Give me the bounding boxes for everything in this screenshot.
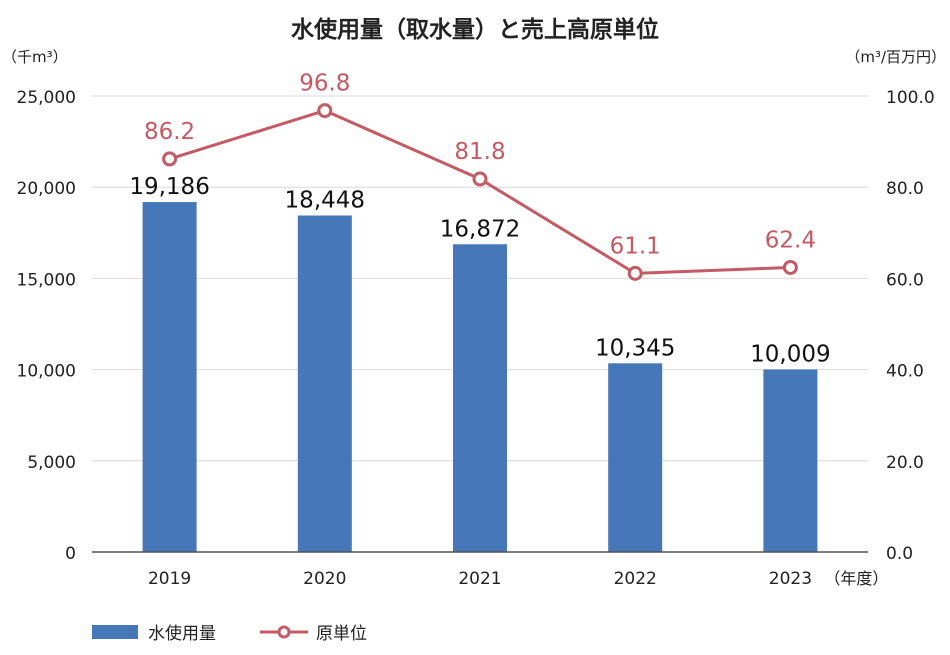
left-axis-unit: （千m³） <box>2 48 68 66</box>
line-point <box>317 103 333 119</box>
line-value-label: 96.8 <box>299 71 350 97</box>
line-value-label: 62.4 <box>765 227 816 253</box>
x-axis-unit: （年度） <box>824 569 888 588</box>
line-value-label: 86.2 <box>144 119 195 145</box>
right-axis-unit: （m³/百万円） <box>845 48 946 66</box>
y-right-tick-label: 60.0 <box>886 270 924 290</box>
chart-title: 水使用量（取水量）と売上高原単位 <box>291 16 659 43</box>
bar <box>142 202 197 552</box>
x-tick-label: 2019 <box>148 569 191 589</box>
bar-value-label: 19,186 <box>129 174 209 200</box>
y-left-tick-label: 15,000 <box>17 270 76 290</box>
y-left-tick-label: 25,000 <box>17 88 76 108</box>
x-tick-label: 2021 <box>458 569 501 589</box>
y-left-tick-label: 5,000 <box>27 453 76 473</box>
bar <box>608 363 663 552</box>
y-right-tick-label: 100.0 <box>886 88 935 108</box>
legend-bar-swatch <box>92 624 138 639</box>
y-left-tick-label: 0 <box>65 544 76 564</box>
y-right-tick-label: 80.0 <box>886 179 924 199</box>
y-left-tick-label: 20,000 <box>17 179 76 199</box>
legend-item-bar: 水使用量 <box>92 619 216 644</box>
axes: 0 0.0 5,000 20.0 10,000 40.0 15,000 60.0 20,000 8… <box>17 88 935 589</box>
y-right-tick-label: 20.0 <box>886 453 924 473</box>
bar <box>763 369 818 552</box>
y-right-tick-label: 40.0 <box>886 362 924 382</box>
bar-series: 19,186 18,448 16,872 10,345 10,009 <box>129 174 831 553</box>
legend: 水使用量 原単位 <box>92 619 411 644</box>
x-tick-label: 2020 <box>303 569 346 589</box>
line-point <box>472 171 488 187</box>
legend-line-swatch <box>260 625 308 638</box>
bar-value-label: 16,872 <box>440 216 520 242</box>
y-right-tick-label: 0.0 <box>886 544 913 564</box>
x-tick-label: 2023 <box>769 569 812 589</box>
legend-label-line: 原単位 <box>316 624 367 644</box>
bar-value-label: 18,448 <box>285 188 365 214</box>
line-value-label: 81.8 <box>454 139 505 165</box>
legend-item-line: 原単位 <box>260 619 367 644</box>
line-value-label: 61.1 <box>610 233 661 259</box>
line-point <box>782 259 798 275</box>
line-point <box>627 265 643 281</box>
bar-value-label: 10,345 <box>595 335 675 361</box>
bar <box>453 244 507 553</box>
bar <box>297 215 352 552</box>
line-series: 86.2 96.8 81.8 61.1 62.4 <box>144 71 816 281</box>
x-tick-label: 2022 <box>614 569 657 589</box>
y-left-tick-label: 10,000 <box>17 362 76 382</box>
bar-value-label: 10,009 <box>750 341 830 367</box>
legend-label-bar: 水使用量 <box>148 624 216 644</box>
line-point <box>162 151 178 167</box>
